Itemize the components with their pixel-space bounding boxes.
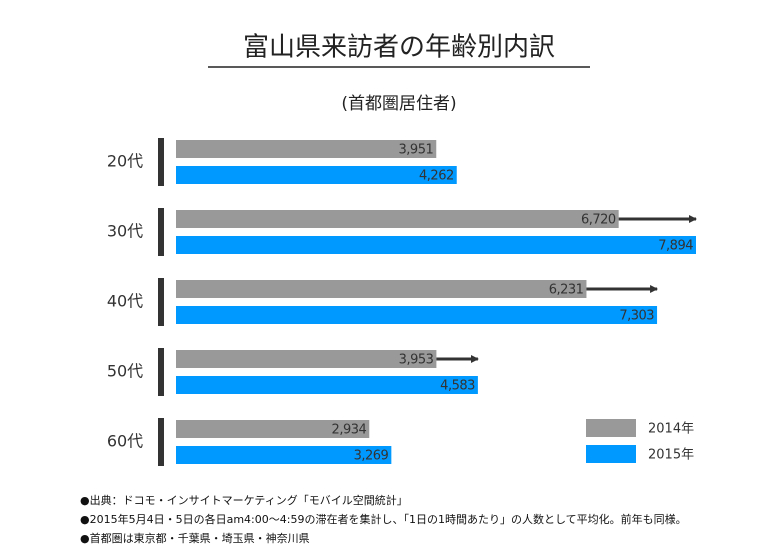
bar <box>176 376 478 394</box>
value-label: 4,262 <box>419 169 454 184</box>
bar <box>176 420 370 438</box>
legend-swatch <box>586 445 636 463</box>
category-label: 60代 <box>107 432 143 451</box>
bar <box>176 350 437 368</box>
value-label: 7,894 <box>658 239 693 254</box>
category-label: 30代 <box>107 222 143 241</box>
bar <box>176 166 457 184</box>
bar <box>176 140 437 158</box>
category-marker <box>158 348 164 396</box>
value-label: 3,269 <box>354 449 389 464</box>
footnote: ●2015年5月4日・5日の各日am4:00～4:59の滞在者を集計し、「1日の… <box>80 512 687 526</box>
category-marker <box>158 418 164 466</box>
bar <box>176 446 392 464</box>
value-label: 4,583 <box>440 379 475 394</box>
legend-swatch <box>586 419 636 437</box>
bar <box>176 280 587 298</box>
category-marker <box>158 208 164 256</box>
category-label: 50代 <box>107 362 143 381</box>
category-label: 20代 <box>107 152 143 171</box>
legend-label: 2015年 <box>648 448 694 463</box>
chart-subtitle: (首都圏居住者) <box>341 94 456 114</box>
bar <box>176 306 658 324</box>
bar <box>176 210 619 228</box>
category-marker <box>158 138 164 186</box>
value-label: 3,953 <box>399 353 434 368</box>
footnote: ●首都圏は東京都・千葉県・埼玉県・神奈川県 <box>80 531 310 545</box>
chart-title: 富山県来訪者の年齢別内訳 <box>243 33 555 63</box>
category-marker <box>158 278 164 326</box>
value-label: 2,934 <box>332 423 367 438</box>
footnote: ●出典：ドコモ・インサイトマーケティング「モバイル空間統計」 <box>80 493 408 507</box>
category-label: 40代 <box>107 292 143 311</box>
value-label: 6,720 <box>581 213 616 228</box>
legend-label: 2014年 <box>648 422 694 437</box>
value-label: 6,231 <box>549 283 584 298</box>
bar <box>176 236 696 254</box>
value-label: 7,303 <box>619 309 654 324</box>
value-label: 3,951 <box>399 143 434 158</box>
